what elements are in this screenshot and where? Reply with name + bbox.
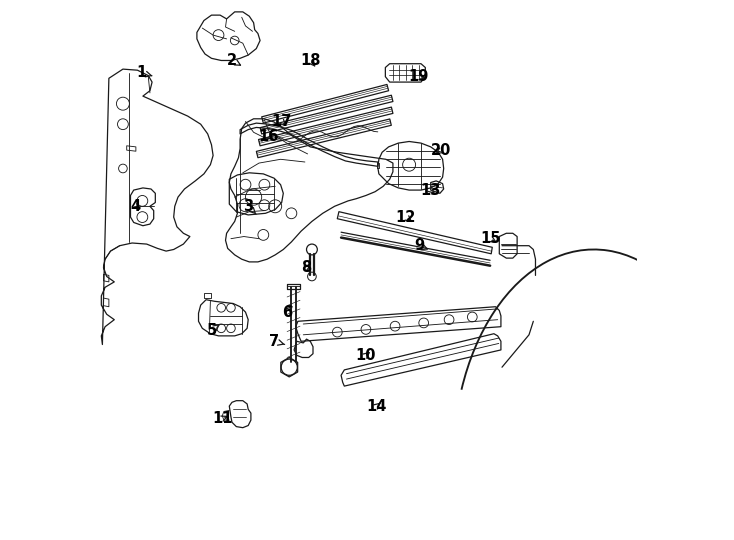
Text: 8: 8 <box>302 260 312 275</box>
Text: 14: 14 <box>366 399 387 414</box>
Text: 15: 15 <box>480 231 501 246</box>
Text: 4: 4 <box>131 199 141 214</box>
Text: 11: 11 <box>212 411 233 426</box>
Text: 18: 18 <box>300 53 321 68</box>
Text: 2: 2 <box>227 53 241 68</box>
Text: 16: 16 <box>258 129 279 144</box>
Text: 1: 1 <box>136 65 152 80</box>
Text: 20: 20 <box>432 143 451 158</box>
Text: 12: 12 <box>396 210 416 225</box>
Text: 19: 19 <box>409 69 429 84</box>
Text: 13: 13 <box>421 183 441 198</box>
Text: 17: 17 <box>272 114 292 129</box>
Text: 7: 7 <box>269 334 285 349</box>
Text: 9: 9 <box>414 238 427 253</box>
Text: 5: 5 <box>206 323 219 338</box>
Text: 6: 6 <box>282 305 292 320</box>
Text: 3: 3 <box>243 199 256 214</box>
Text: 10: 10 <box>356 348 376 363</box>
